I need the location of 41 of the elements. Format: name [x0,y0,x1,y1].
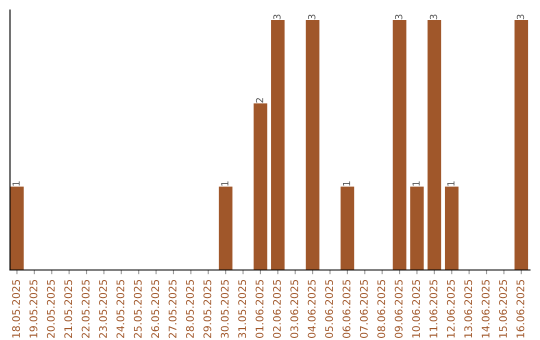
data-label: 2 [256,98,264,103]
data-label: 3 [516,14,524,20]
data-label: 3 [273,14,281,20]
x-tick-label: 09.06.2025 [394,280,403,338]
x-tick-label: 05.06.2025 [325,280,334,338]
x-tick-label: 16.06.2025 [516,280,524,338]
x-tick-label: 20.05.2025 [46,280,55,338]
x-tick-label: 29.05.2025 [203,280,212,338]
x-tick-label: 28.05.2025 [186,280,194,338]
x-tick-label: 08.06.2025 [377,280,386,338]
x-tick-label: 27.05.2025 [168,280,176,338]
data-label: 3 [308,14,316,20]
x-tick-label: 25.05.2025 [134,280,142,338]
x-tick-label: 23.05.2025 [99,280,107,338]
x-tick-label: 11.06.2025 [429,280,438,338]
data-label: 3 [430,14,438,20]
data-label: 1 [12,181,20,186]
x-tick-label: 26.05.2025 [151,280,160,338]
x-tick-label: 30.05.2025 [220,280,229,338]
x-tick-label: 19.05.2025 [29,280,38,338]
x-tick-label: 21.05.2025 [64,280,72,338]
x-tick-label: 02.06.2025 [272,280,281,338]
x-tick-label: 12.06.2025 [446,280,455,338]
x-tick-label: 31.05.2025 [238,280,246,338]
x-tick-label: 06.06.2025 [342,280,350,338]
data-label: 1 [412,181,420,186]
x-tick-label: 07.06.2025 [360,280,368,338]
data-label: 3 [395,14,402,20]
x-tick-label: 04.06.2025 [308,280,316,338]
data-label: 1 [447,181,454,186]
x-tick-label: 10.06.2025 [412,280,420,338]
x-tick-label: 15.06.2025 [499,280,507,338]
x-tick-label: 03.06.2025 [290,280,298,338]
data-label: 1 [342,181,350,186]
data-label: 1 [221,181,228,186]
x-tick-label: 01.06.2025 [256,280,264,338]
x-tick-label: 18.05.2025 [12,280,20,338]
x-tick-label: 13.06.2025 [464,280,472,338]
x-tick-label: 24.05.2025 [116,280,124,338]
x-tick-label: 14.06.2025 [482,280,490,338]
x-tick-label: 22.05.2025 [82,280,90,338]
